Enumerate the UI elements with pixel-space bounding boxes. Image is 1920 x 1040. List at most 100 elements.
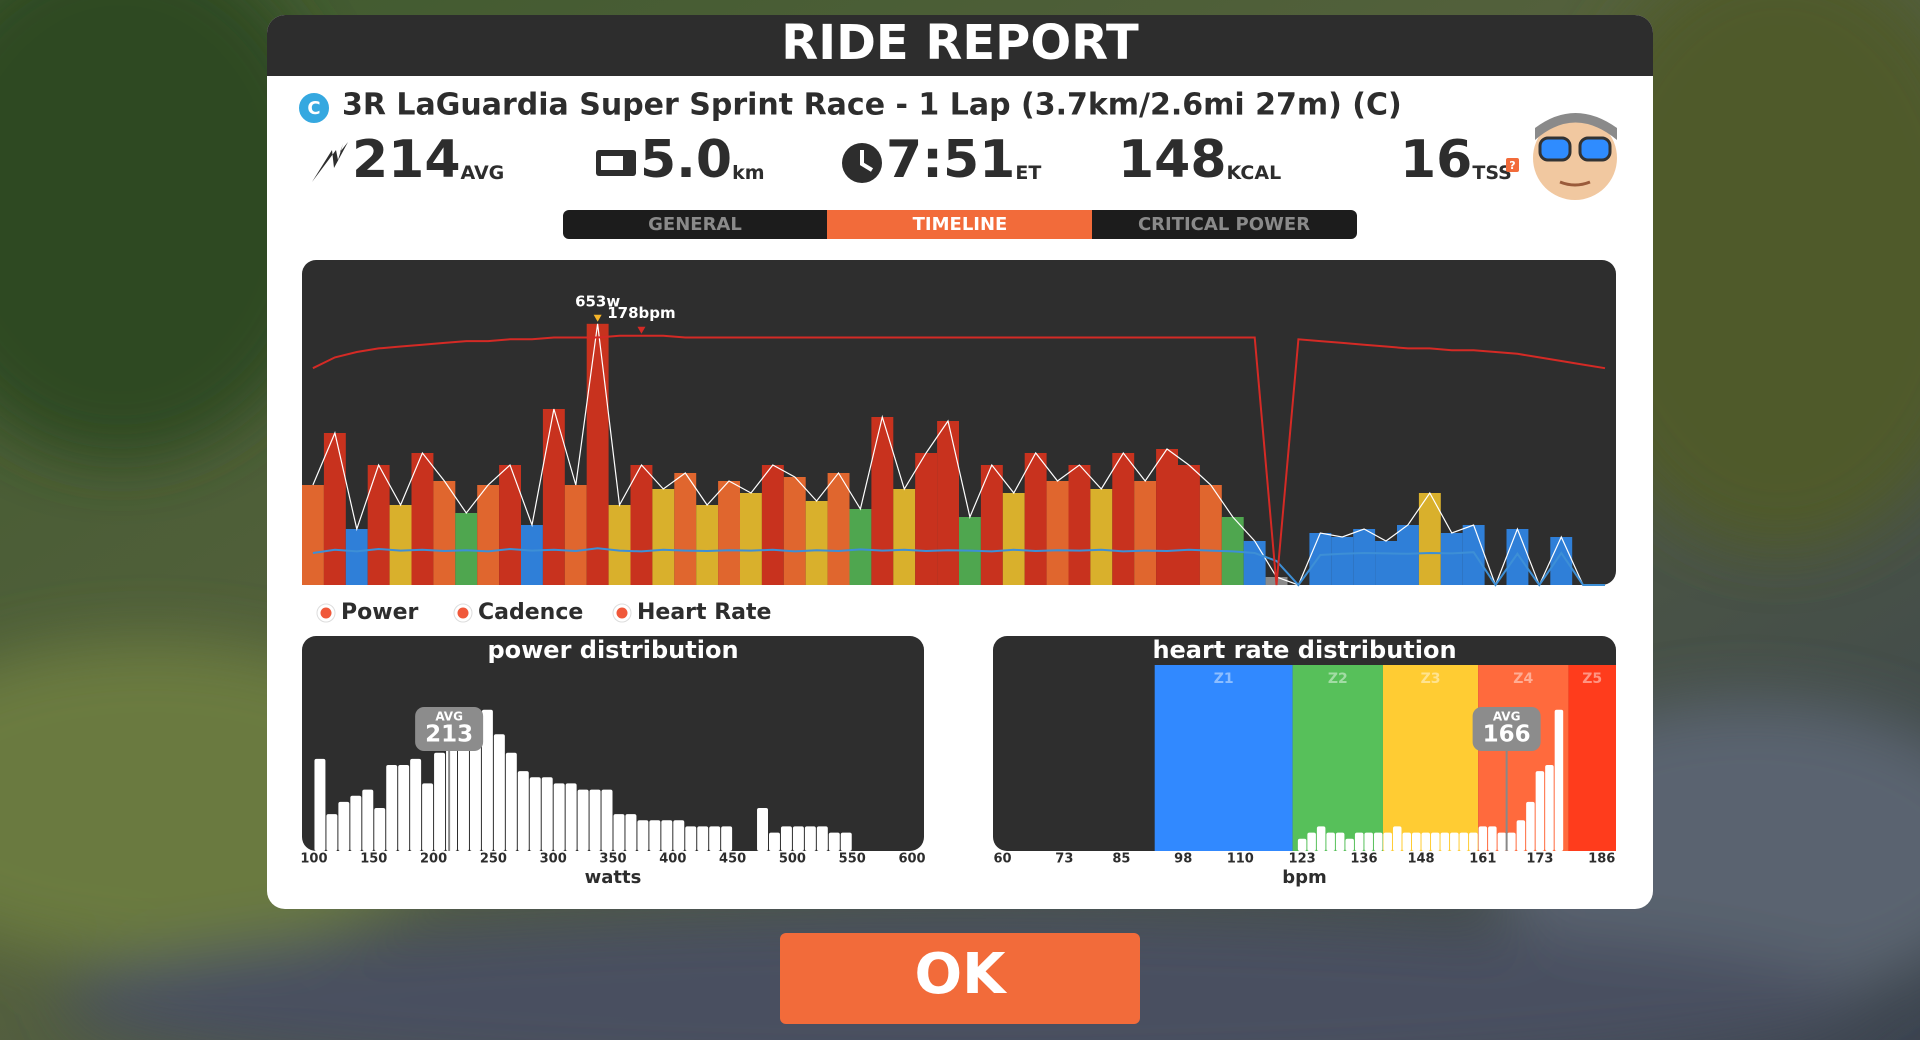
x-tick-label: 186 [1588, 852, 1615, 867]
power-bar [1024, 453, 1047, 585]
x-tick-label: 350 [599, 852, 626, 867]
power-bar [1418, 493, 1441, 585]
x-tick-label: 250 [480, 852, 507, 867]
histogram-bar [1516, 820, 1526, 851]
x-tick-label: 400 [659, 852, 686, 867]
hr-zone-label: Z5 [1582, 671, 1602, 687]
power-bar [740, 493, 762, 585]
x-tick-label: 136 [1350, 852, 1377, 867]
histogram-bar [625, 814, 637, 851]
power-bar [915, 453, 938, 585]
hr-zone [1154, 665, 1293, 851]
power-bar [652, 489, 675, 585]
legend-dot-fill[interactable] [457, 607, 469, 619]
power-bar [608, 505, 631, 585]
histogram-bar [314, 758, 326, 851]
x-tick-label: 148 [1407, 852, 1434, 867]
tab-active-bg[interactable] [827, 210, 1092, 239]
power-bar [696, 505, 719, 585]
x-tick-label: 300 [540, 852, 567, 867]
histogram-bar [1412, 832, 1421, 851]
avg-box [1472, 707, 1541, 751]
stat-tss: 16TSS [1400, 130, 1512, 190]
power-bar [1090, 489, 1113, 585]
peak-marker [637, 326, 646, 334]
x-tick-label: 98 [1174, 852, 1192, 867]
histogram-bar [541, 777, 553, 851]
x-tick-label: 85 [1112, 852, 1130, 867]
power-bar [499, 465, 521, 585]
category-badge [297, 91, 331, 125]
legend-dot-fill[interactable] [320, 607, 332, 619]
tab[interactable]: GENERAL [648, 214, 742, 235]
legend-label[interactable]: Cadence [478, 600, 583, 625]
histogram-bar [1545, 765, 1554, 851]
histogram-bar [601, 789, 613, 851]
x-tick-label: 500 [779, 852, 806, 867]
histogram-bar [517, 771, 529, 851]
histogram-bar [374, 808, 386, 851]
histogram-bar [338, 801, 350, 851]
legend-label[interactable]: Heart Rate [637, 600, 771, 625]
hr-zone-label: Z4 [1513, 671, 1533, 687]
power-distribution-panel [302, 636, 924, 851]
histogram-bar [1478, 826, 1488, 851]
histogram-bar [386, 765, 398, 851]
tab[interactable]: CRITICAL POWER [1138, 214, 1310, 235]
histogram-bar [804, 826, 816, 851]
histogram-bar [1507, 832, 1516, 851]
avg-box [415, 707, 484, 751]
histogram-bar [769, 832, 780, 851]
power-bar [1199, 485, 1222, 585]
power-bar [1046, 481, 1069, 585]
histogram-bar [613, 814, 625, 851]
header-bar [267, 15, 1653, 76]
x-tick-label: 450 [719, 852, 746, 867]
x-tick-label: 173 [1526, 852, 1553, 867]
tss-help[interactable]: ? [1509, 159, 1515, 172]
power-distribution-chart: 100 150 200 250 300 350 400 450 500 550 600 watts po… [300, 636, 925, 888]
power-bar [477, 485, 500, 585]
stat-distance: 5.0km [640, 130, 765, 190]
histogram-bar [1497, 832, 1507, 851]
histogram-bar [1431, 832, 1440, 851]
power-bar [1353, 529, 1376, 585]
x-tick-label: 600 [898, 852, 925, 867]
x-tick-label: 110 [1227, 852, 1254, 867]
histogram-bar [1488, 826, 1497, 851]
ok-button-label[interactable]: OK [915, 942, 1009, 1007]
histogram-bar [1354, 832, 1364, 851]
stat-calories: 148KCAL [1118, 130, 1281, 190]
histogram-bar [685, 826, 697, 851]
histogram-bar [422, 783, 434, 851]
power-bar [1002, 493, 1025, 585]
stat-value: 148 [1118, 130, 1227, 190]
power-bar [302, 485, 324, 585]
power-bar [1134, 481, 1157, 585]
power-bar [345, 529, 368, 585]
histogram-bar [828, 832, 840, 851]
histogram-bar [816, 826, 828, 851]
histogram-bar [649, 820, 661, 851]
power-bar [542, 409, 565, 585]
x-axis-label: watts [585, 867, 642, 888]
ok-button[interactable] [780, 933, 1140, 1024]
power-bar [1462, 525, 1485, 585]
hr-zone-label: Z3 [1421, 671, 1441, 687]
histogram-bar [1459, 832, 1469, 851]
legend-dot-fill[interactable] [616, 607, 628, 619]
power-bar [805, 501, 828, 585]
tab[interactable]: TIMELINE [913, 214, 1008, 235]
legend-label[interactable]: Power [341, 600, 418, 625]
stat-unit: KCAL [1227, 162, 1282, 184]
histogram-bar [840, 832, 852, 851]
power-bar [433, 481, 456, 585]
histogram-bar [553, 783, 565, 851]
tss-help-badge[interactable] [1506, 158, 1519, 172]
power-bar [718, 481, 740, 585]
stat-value: 16 [1400, 130, 1472, 190]
avg-caption: AVG [435, 710, 463, 724]
histogram-bar [1335, 832, 1345, 851]
